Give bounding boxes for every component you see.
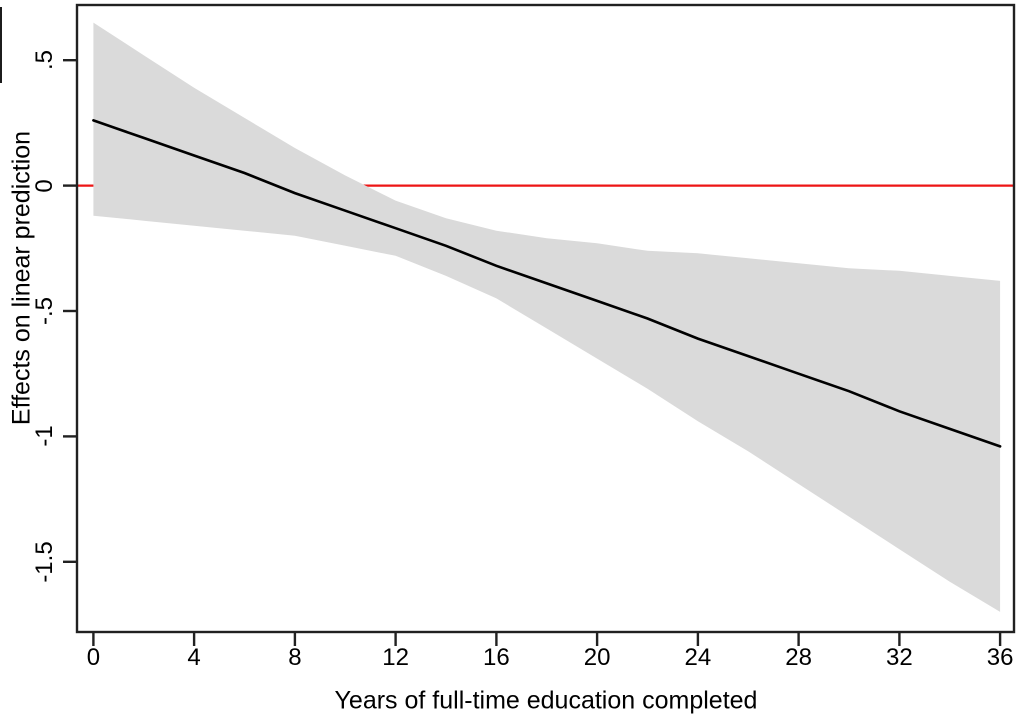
- y-tick-label: 0: [31, 178, 58, 193]
- y-axis-title: Effects on linear prediction: [7, 130, 36, 426]
- plot-frame: [75, 3, 1016, 634]
- x-tick-label: 36: [986, 644, 1014, 671]
- x-tick-label: 4: [187, 644, 201, 671]
- x-tick-label: 8: [288, 644, 302, 671]
- x-tick-label: 28: [785, 644, 812, 671]
- edge-artifact-mark: [0, 7, 2, 83]
- confidence-band: [93, 22, 1001, 612]
- x-axis-title: Years of full-time education completed: [334, 686, 758, 715]
- x-tick-label: 0: [86, 644, 101, 671]
- y-tick-label: -1.5: [31, 541, 58, 583]
- y-tick-label: -1: [31, 425, 58, 448]
- x-tick-label: 20: [583, 644, 611, 671]
- x-tick-label: 16: [483, 644, 510, 671]
- x-tick-label: 24: [684, 644, 712, 671]
- y-tick-label: -.5: [31, 296, 58, 326]
- effect-line: [92, 119, 1002, 448]
- x-tick-label: 32: [886, 644, 913, 671]
- y-tick-label: .5: [31, 50, 58, 71]
- x-tick-label: 12: [382, 644, 409, 671]
